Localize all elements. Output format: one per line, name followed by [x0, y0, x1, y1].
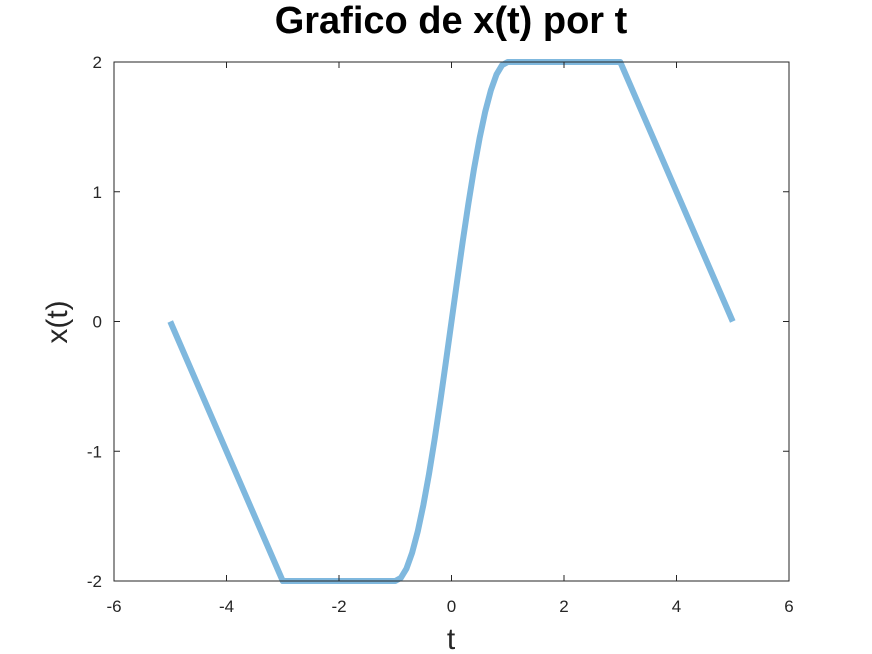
x-tick-label: -4: [219, 597, 234, 616]
x-tick-label: -6: [106, 597, 121, 616]
series-line: [167, 59, 736, 584]
x-tick-label: 2: [559, 597, 568, 616]
y-axis-label: x(t): [41, 300, 74, 343]
y-tick-label: -1: [87, 442, 102, 461]
tick-labels-layer: -6 -4 -2 0 2 4 6 -2 -1 0 1 2: [87, 53, 794, 616]
y-tick-label: 2: [93, 53, 102, 72]
x-tick-label: 0: [447, 597, 456, 616]
y-tick-label: 0: [93, 313, 102, 332]
x-tick-label: 4: [672, 597, 681, 616]
x-tick-label: -2: [331, 597, 346, 616]
x-tick-label: 6: [784, 597, 793, 616]
y-tick-label: -2: [87, 572, 102, 591]
x-axis-label: t: [447, 623, 456, 654]
chart-title: Grafico de x(t) por t: [275, 0, 628, 42]
ticks-layer: [113, 61, 790, 582]
series-layer: [167, 59, 736, 584]
y-tick-label: 1: [93, 183, 102, 202]
